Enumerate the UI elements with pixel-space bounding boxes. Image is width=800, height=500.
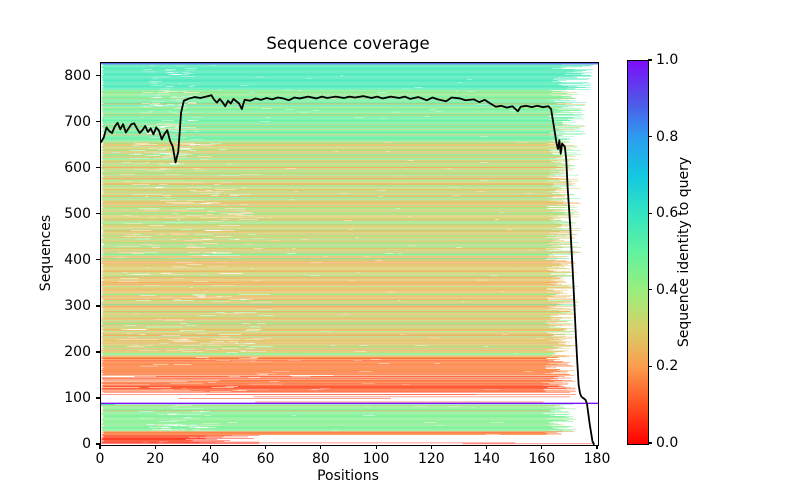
- plot-area: [100, 62, 599, 446]
- y-tick-label: 400: [64, 251, 91, 268]
- chart-title: Sequence coverage: [266, 34, 430, 53]
- colorbar-tick-mark: [648, 365, 652, 367]
- x-tick-mark: [209, 445, 212, 449]
- y-tick-mark: [96, 351, 100, 353]
- colorbar-label: Sequence identity to query: [676, 156, 692, 348]
- colorbar-tick-mark: [648, 289, 652, 291]
- y-tick-mark: [96, 443, 100, 445]
- y-axis-label: Sequences: [38, 214, 54, 292]
- x-tick-label: 40: [201, 451, 220, 467]
- x-tick-label: 80: [311, 451, 330, 467]
- colorbar-tick-mark: [648, 442, 652, 444]
- y-tick-label: 500: [64, 205, 91, 222]
- colorbar-tick-label: 0.6: [656, 205, 679, 222]
- y-tick-mark: [96, 397, 100, 399]
- x-tick-mark: [430, 445, 432, 449]
- x-tick-mark: [375, 445, 377, 449]
- y-tick-label: 700: [64, 113, 91, 130]
- y-tick-mark: [96, 305, 100, 307]
- colorbar-tick-mark: [648, 59, 652, 61]
- colorbar-tick-label: 0.4: [656, 281, 679, 298]
- x-tick-label: 100: [362, 451, 390, 467]
- x-tick-label: 120: [417, 451, 445, 467]
- msa-heatmap-canvas: [101, 63, 598, 445]
- y-tick-label: 600: [64, 159, 91, 176]
- y-tick-label: 200: [64, 343, 91, 360]
- x-tick-label: 180: [583, 451, 611, 467]
- colorbar-tick-mark: [648, 212, 652, 214]
- x-axis-label: Positions: [317, 468, 379, 484]
- x-tick-mark: [485, 445, 488, 449]
- y-tick-mark: [96, 213, 100, 215]
- y-tick-label: 300: [64, 297, 91, 314]
- x-tick-label: 0: [95, 451, 105, 467]
- x-tick-mark: [541, 445, 543, 449]
- x-tick-label: 60: [256, 451, 275, 467]
- colorbar-tick-label: 0.0: [656, 435, 679, 451]
- y-tick-mark: [96, 75, 100, 77]
- x-tick-label: 140: [473, 451, 500, 467]
- x-tick-mark: [596, 445, 598, 449]
- y-tick-label: 0: [82, 436, 91, 452]
- x-tick-mark: [99, 445, 101, 449]
- colorbar-tick-label: 0.8: [656, 128, 679, 145]
- y-tick-mark: [96, 121, 100, 123]
- x-tick-label: 160: [528, 451, 556, 467]
- y-tick-label: 800: [64, 67, 91, 84]
- colorbar-tick-mark: [648, 136, 652, 138]
- colorbar-tick-label: 1.0: [656, 52, 679, 68]
- x-tick-mark: [320, 445, 322, 449]
- y-tick-label: 100: [64, 389, 91, 406]
- colorbar-tick-label: 0.2: [656, 358, 679, 375]
- x-tick-label: 20: [146, 451, 165, 467]
- colorbar: [627, 60, 649, 445]
- y-tick-mark: [96, 259, 100, 261]
- x-tick-mark: [265, 445, 267, 449]
- x-tick-mark: [154, 445, 156, 449]
- y-tick-mark: [96, 167, 100, 169]
